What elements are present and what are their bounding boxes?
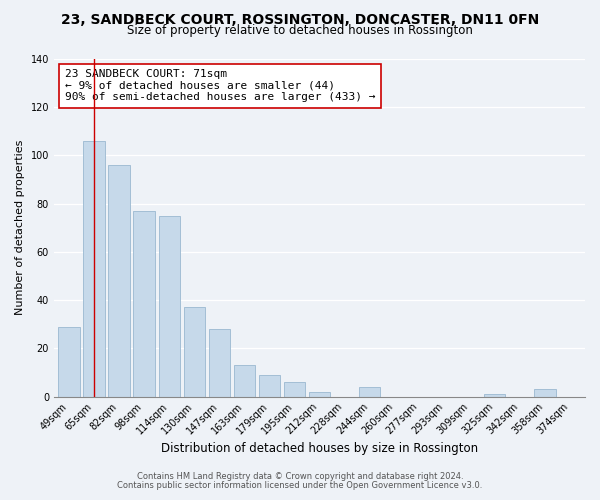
Bar (83, 141, 104, 397)
Text: Contains public sector information licensed under the Open Government Licence v3: Contains public sector information licen… (118, 481, 482, 490)
Bar (209, 329, 230, 396)
Bar (133, 211, 155, 396)
Text: Size of property relative to detached houses in Rossington: Size of property relative to detached ho… (127, 24, 473, 37)
Bar (158, 216, 180, 396)
Bar (284, 382, 305, 396)
Bar (309, 392, 330, 396)
Bar (359, 387, 380, 396)
Bar (534, 390, 556, 396)
X-axis label: Distribution of detached houses by size in Rossington: Distribution of detached houses by size … (161, 442, 478, 455)
Bar (184, 308, 205, 396)
Text: Contains HM Land Registry data © Crown copyright and database right 2024.: Contains HM Land Registry data © Crown c… (137, 472, 463, 481)
Text: 23, SANDBECK COURT, ROSSINGTON, DONCASTER, DN11 0FN: 23, SANDBECK COURT, ROSSINGTON, DONCASTE… (61, 12, 539, 26)
Bar (58, 326, 80, 396)
Y-axis label: Number of detached properties: Number of detached properties (15, 140, 25, 316)
Bar (259, 375, 280, 396)
Bar (484, 394, 505, 396)
Bar (109, 165, 130, 396)
Text: 23 SANDBECK COURT: 71sqm
← 9% of detached houses are smaller (44)
90% of semi-de: 23 SANDBECK COURT: 71sqm ← 9% of detache… (65, 69, 375, 102)
Bar (233, 365, 255, 396)
